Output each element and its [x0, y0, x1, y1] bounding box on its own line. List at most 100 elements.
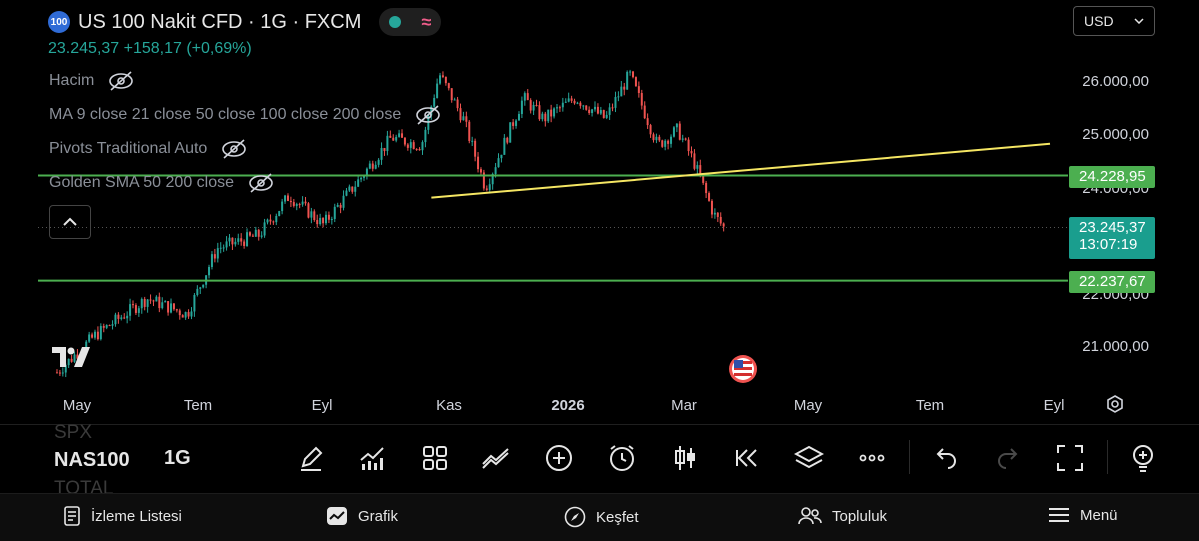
- currency-select[interactable]: USD: [1073, 6, 1155, 36]
- time-axis-label: May: [62, 397, 92, 414]
- candle: [629, 69, 632, 76]
- candle: [322, 217, 325, 228]
- redo-icon[interactable]: [994, 443, 1024, 473]
- indicator-ma[interactable]: MA 9 close 21 close 50 close 100 close 2…: [49, 98, 441, 132]
- symbol-prev[interactable]: SPX: [54, 422, 93, 443]
- candle: [512, 118, 515, 130]
- candle: [111, 320, 114, 330]
- candle: [596, 103, 599, 115]
- us-flag-event-icon[interactable]: [729, 355, 757, 383]
- candle: [123, 313, 126, 320]
- nav-label: İzleme Listesi: [91, 507, 182, 525]
- candle: [117, 312, 120, 324]
- candle: [88, 331, 91, 343]
- time-axis-label: Tem: [915, 397, 945, 414]
- indicator-pivots[interactable]: Pivots Traditional Auto: [49, 132, 441, 166]
- candle: [184, 311, 187, 320]
- candle: [722, 222, 725, 232]
- candle: [140, 297, 143, 314]
- indicators-icon[interactable]: [357, 443, 387, 473]
- lower-line-price-tag: 22.237,67: [1069, 271, 1155, 293]
- candle: [333, 203, 336, 223]
- candle: [222, 244, 225, 252]
- candle: [234, 238, 237, 247]
- candle: [608, 103, 611, 120]
- candle: [129, 298, 132, 321]
- candle: [716, 212, 719, 222]
- candle: [564, 98, 567, 104]
- candle: [170, 298, 173, 314]
- nav-label: Keşfet: [596, 508, 639, 526]
- candle: [515, 119, 518, 129]
- undo-icon[interactable]: [930, 443, 960, 473]
- candle: [70, 354, 73, 363]
- eye-off-icon[interactable]: [248, 172, 274, 194]
- candle: [421, 140, 424, 155]
- price-chart[interactable]: [0, 0, 1199, 420]
- alarm-icon[interactable]: [607, 443, 637, 473]
- eye-off-icon[interactable]: [221, 138, 247, 160]
- candle: [523, 91, 526, 106]
- candle: [649, 123, 652, 138]
- layers-icon[interactable]: [794, 443, 824, 473]
- timeframe-button[interactable]: 1G: [164, 447, 191, 469]
- candle: [175, 308, 178, 313]
- ideas-bulb-icon[interactable]: [1129, 443, 1159, 473]
- candle: [500, 154, 503, 163]
- chart-header: 100 US 100 Nakit CFD · 1G · FXCM ≈ 23.24…: [48, 8, 442, 58]
- chart-settings-icon[interactable]: [1107, 395, 1123, 413]
- price-axis-tick: 26.000,00: [1082, 73, 1149, 90]
- candle: [471, 136, 474, 147]
- candle: [143, 296, 146, 311]
- candle: [681, 134, 684, 143]
- candle: [251, 233, 254, 237]
- candle: [433, 94, 436, 110]
- nav-watchlist[interactable]: İzleme Listesi: [63, 506, 182, 526]
- indicator-volume[interactable]: Hacim: [49, 64, 441, 98]
- candle: [672, 126, 675, 138]
- nav-community[interactable]: Topluluk: [798, 506, 887, 526]
- candle: [187, 309, 190, 319]
- draw-pen-icon[interactable]: [296, 443, 326, 473]
- candle: [526, 89, 529, 101]
- symbol-switcher[interactable]: SPX NAS100 TOTAL: [54, 422, 130, 500]
- symbol-current[interactable]: NAS100: [54, 449, 130, 471]
- candle: [199, 286, 202, 294]
- candle: [91, 332, 94, 339]
- candle: [55, 369, 58, 374]
- candle: [675, 123, 678, 133]
- collapse-indicators-button[interactable]: [49, 205, 91, 239]
- candle: [710, 199, 713, 219]
- indicator-golden-sma[interactable]: Golden SMA 50 200 close: [49, 166, 441, 200]
- trend-line[interactable]: [431, 142, 1051, 199]
- candle: [304, 196, 307, 206]
- status-pill[interactable]: ≈: [379, 8, 442, 36]
- candle: [202, 284, 205, 289]
- eye-off-icon[interactable]: [415, 104, 441, 126]
- candles-icon[interactable]: [670, 443, 700, 473]
- replay-icon[interactable]: [732, 443, 762, 473]
- more-icon[interactable]: [857, 443, 887, 473]
- candle: [386, 130, 389, 156]
- candle: [324, 211, 327, 226]
- nav-chart[interactable]: Grafik: [326, 506, 398, 526]
- symbol-title[interactable]: US 100 Nakit CFD · 1G · FXCM: [78, 10, 362, 33]
- fullscreen-icon[interactable]: [1055, 443, 1085, 473]
- candle: [196, 285, 199, 297]
- layout-grid-icon[interactable]: [420, 443, 450, 473]
- candle: [275, 213, 278, 226]
- candle: [664, 139, 667, 151]
- eye-off-icon[interactable]: [108, 70, 134, 92]
- nav-menu[interactable]: Menü: [1048, 506, 1118, 524]
- candle: [132, 300, 135, 309]
- candle: [67, 358, 70, 368]
- candle: [538, 101, 541, 121]
- candle: [591, 108, 594, 117]
- bar-countdown: 13:07:19: [1079, 236, 1138, 253]
- add-icon[interactable]: [544, 443, 574, 473]
- candle: [155, 295, 158, 302]
- nav-explore[interactable]: Keşfet: [564, 506, 639, 528]
- candle: [327, 211, 330, 224]
- compare-icon[interactable]: [481, 443, 511, 473]
- candle: [632, 70, 635, 79]
